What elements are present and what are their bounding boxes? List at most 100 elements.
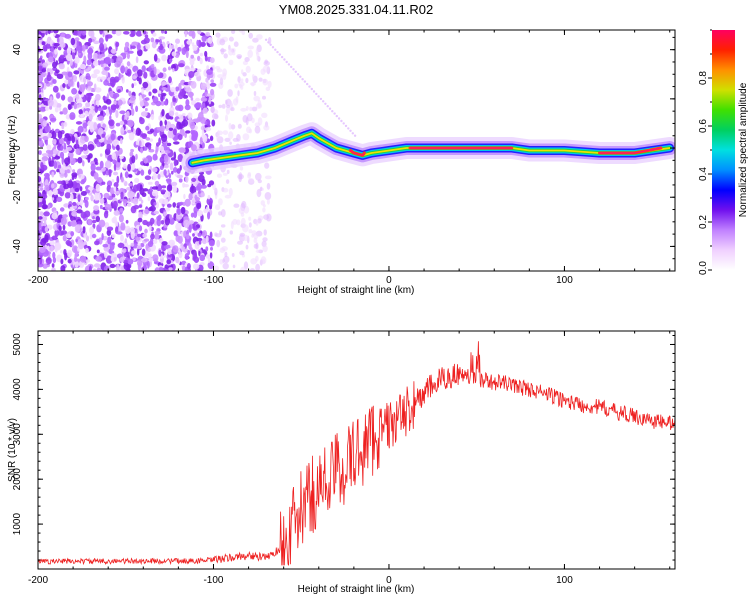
noise-speckle bbox=[169, 43, 172, 52]
noise-speckle bbox=[152, 254, 159, 262]
noise-speckle bbox=[152, 167, 158, 173]
noise-speckle bbox=[141, 133, 147, 139]
noise-speckle bbox=[210, 105, 215, 114]
noise-speckle bbox=[196, 68, 202, 73]
noise-speckle bbox=[212, 64, 216, 71]
noise-speckle bbox=[137, 259, 143, 267]
noise-speckle bbox=[76, 209, 83, 214]
noise-speckle bbox=[54, 242, 62, 251]
noise-speckle bbox=[125, 89, 129, 93]
noise-speckle bbox=[240, 217, 246, 226]
noise-speckle bbox=[52, 33, 56, 37]
noise-speckle bbox=[104, 56, 112, 65]
noise-speckle bbox=[85, 73, 91, 80]
noise-speckle bbox=[225, 99, 228, 105]
noise-speckle bbox=[49, 245, 54, 252]
noise-speckle bbox=[177, 235, 183, 244]
noise-speckle bbox=[112, 200, 118, 209]
noise-speckle bbox=[188, 224, 192, 233]
noise-speckle bbox=[109, 242, 115, 251]
noise-speckle bbox=[70, 37, 76, 46]
noise-speckle bbox=[77, 247, 80, 252]
noise-speckle bbox=[143, 60, 149, 65]
y-tick-label: 40 bbox=[12, 44, 23, 56]
noise-speckle bbox=[183, 219, 190, 228]
noise-speckle bbox=[225, 107, 230, 115]
noise-speckle bbox=[87, 144, 95, 151]
noise-speckle bbox=[287, 63, 291, 66]
noise-speckle bbox=[125, 219, 129, 224]
noise-speckle bbox=[255, 48, 259, 55]
noise-speckle bbox=[113, 163, 117, 172]
noise-speckle bbox=[228, 187, 233, 197]
noise-speckle bbox=[71, 245, 79, 253]
noise-speckle bbox=[232, 51, 236, 56]
noise-speckle bbox=[218, 104, 223, 109]
noise-speckle bbox=[157, 173, 161, 180]
noise-speckle bbox=[42, 120, 47, 127]
noise-speckle bbox=[161, 54, 167, 62]
noise-speckle bbox=[130, 242, 135, 247]
noise-speckle bbox=[337, 117, 341, 120]
noise-speckle bbox=[193, 250, 197, 258]
noise-speckle bbox=[151, 186, 159, 190]
noise-speckle bbox=[209, 57, 215, 64]
noise-speckle bbox=[119, 207, 124, 213]
noise-speckle bbox=[161, 87, 168, 91]
noise-speckle bbox=[110, 48, 116, 54]
noise-speckle bbox=[71, 88, 78, 95]
noise-speckle bbox=[59, 250, 63, 254]
noise-speckle bbox=[148, 91, 152, 97]
noise-speckle bbox=[75, 238, 78, 243]
noise-speckle bbox=[184, 253, 189, 260]
noise-speckle bbox=[296, 73, 300, 76]
noise-speckle bbox=[58, 64, 65, 70]
noise-speckle bbox=[181, 47, 187, 55]
noise-speckle bbox=[57, 164, 62, 169]
noise-speckle bbox=[248, 32, 253, 39]
noise-speckle bbox=[56, 196, 63, 202]
noise-speckle bbox=[127, 119, 134, 128]
noise-speckle bbox=[42, 204, 47, 210]
noise-speckle bbox=[201, 35, 208, 42]
noise-speckle bbox=[50, 46, 55, 53]
noise-speckle bbox=[140, 199, 144, 204]
noise-speckle bbox=[166, 259, 171, 265]
colorbar: 0.0 0.2 0.4 0.6 0.8 Normalized spectral ampl… bbox=[698, 29, 749, 275]
noise-speckle bbox=[169, 116, 174, 120]
noise-speckle bbox=[94, 240, 100, 246]
noise-speckle bbox=[175, 43, 178, 50]
noise-speckle bbox=[120, 65, 126, 74]
noise-speckle bbox=[178, 251, 183, 259]
noise-speckle bbox=[260, 200, 265, 206]
noise-speckle bbox=[98, 37, 104, 45]
noise-speckle bbox=[100, 76, 107, 81]
noise-speckle bbox=[82, 122, 88, 129]
noise-speckle bbox=[79, 255, 87, 263]
noise-speckle bbox=[143, 37, 150, 44]
noise-speckle bbox=[40, 193, 48, 200]
noise-speckle bbox=[38, 220, 41, 224]
noise-speckle bbox=[151, 190, 159, 197]
noise-speckle bbox=[162, 67, 167, 72]
noise-speckle bbox=[49, 105, 53, 110]
noise-speckle bbox=[177, 118, 184, 122]
noise-speckle bbox=[38, 60, 41, 65]
noise-speckle bbox=[71, 210, 78, 217]
noise-speckle bbox=[38, 65, 43, 72]
noise-speckle bbox=[159, 156, 166, 164]
noise-speckle bbox=[116, 175, 120, 184]
noise-speckle bbox=[172, 202, 176, 208]
noise-speckle bbox=[228, 36, 234, 42]
noise-speckle bbox=[222, 172, 228, 176]
noise-speckle bbox=[39, 128, 43, 135]
noise-speckle bbox=[145, 43, 151, 50]
noise-speckle bbox=[88, 30, 93, 37]
noise-speckle bbox=[59, 42, 66, 49]
noise-speckle bbox=[190, 81, 197, 89]
noise-speckle bbox=[118, 214, 124, 223]
noise-speckle bbox=[322, 100, 325, 103]
noise-speckle bbox=[193, 256, 200, 264]
noise-speckle bbox=[43, 101, 49, 106]
noise-speckle bbox=[260, 186, 263, 191]
